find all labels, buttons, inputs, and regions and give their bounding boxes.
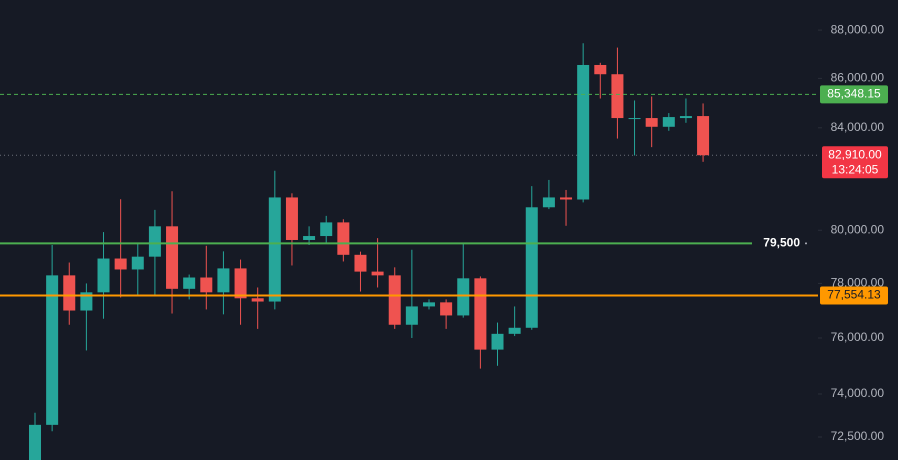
level-label: 77,554.13 — [827, 288, 881, 302]
candle-body — [491, 333, 504, 350]
candle-body — [131, 256, 144, 270]
y-tick-label: 74,000.00 — [831, 386, 885, 400]
candle-body — [29, 424, 41, 460]
level-label-box — [820, 85, 888, 104]
candle-body — [320, 222, 333, 237]
candle-body — [46, 275, 59, 425]
candle-body — [217, 268, 230, 293]
candle-body — [457, 278, 470, 316]
level-label-box — [820, 286, 888, 305]
candle-body — [234, 268, 247, 299]
candle-body — [525, 207, 538, 328]
last-price-label: 82,910.00 — [828, 147, 882, 161]
candle-body — [422, 302, 435, 307]
candle-body — [63, 275, 76, 311]
candle-body — [542, 197, 555, 208]
candle-body — [611, 74, 624, 119]
candle-body — [148, 226, 161, 257]
level-label: 79,500 — [763, 236, 800, 250]
level-dot — [805, 242, 807, 245]
candle-body — [645, 118, 658, 127]
candle-body — [97, 258, 110, 293]
candle-body — [285, 197, 298, 240]
candle-body — [405, 306, 418, 325]
candle-body — [388, 275, 401, 325]
candle-body — [662, 117, 675, 127]
candle-body — [337, 222, 350, 255]
y-tick-label: 76,000.00 — [831, 330, 885, 344]
candle-body — [354, 254, 367, 272]
last-price-box — [822, 146, 888, 179]
countdown-label: 13:24:05 — [832, 162, 879, 176]
candle-body — [166, 226, 179, 289]
candle-body — [80, 292, 93, 311]
candle-body — [268, 197, 281, 302]
candle-body — [371, 271, 384, 276]
candle-body — [303, 236, 316, 240]
y-tick-label: 86,000.00 — [831, 71, 885, 85]
candle-body — [474, 278, 487, 350]
candle-body — [628, 118, 641, 120]
candle-body — [508, 327, 521, 334]
candle-body — [251, 298, 264, 302]
candle-body — [697, 116, 710, 156]
candle-body — [594, 64, 607, 75]
y-tick-label: 88,000.00 — [831, 22, 885, 36]
candle-body — [440, 302, 453, 316]
y-tick-label: 72,500.00 — [831, 429, 885, 443]
level-label: 85,348.15 — [827, 87, 881, 101]
candle-body — [679, 116, 692, 119]
y-tick-label: 84,000.00 — [831, 120, 885, 134]
candle-body — [200, 277, 213, 293]
candle-body — [560, 197, 573, 200]
y-tick-label: 80,000.00 — [831, 222, 885, 236]
y-tick-label: 78,000.00 — [831, 276, 885, 290]
candle-body — [183, 277, 196, 289]
candle-body — [114, 258, 127, 270]
candle-body — [577, 64, 590, 200]
